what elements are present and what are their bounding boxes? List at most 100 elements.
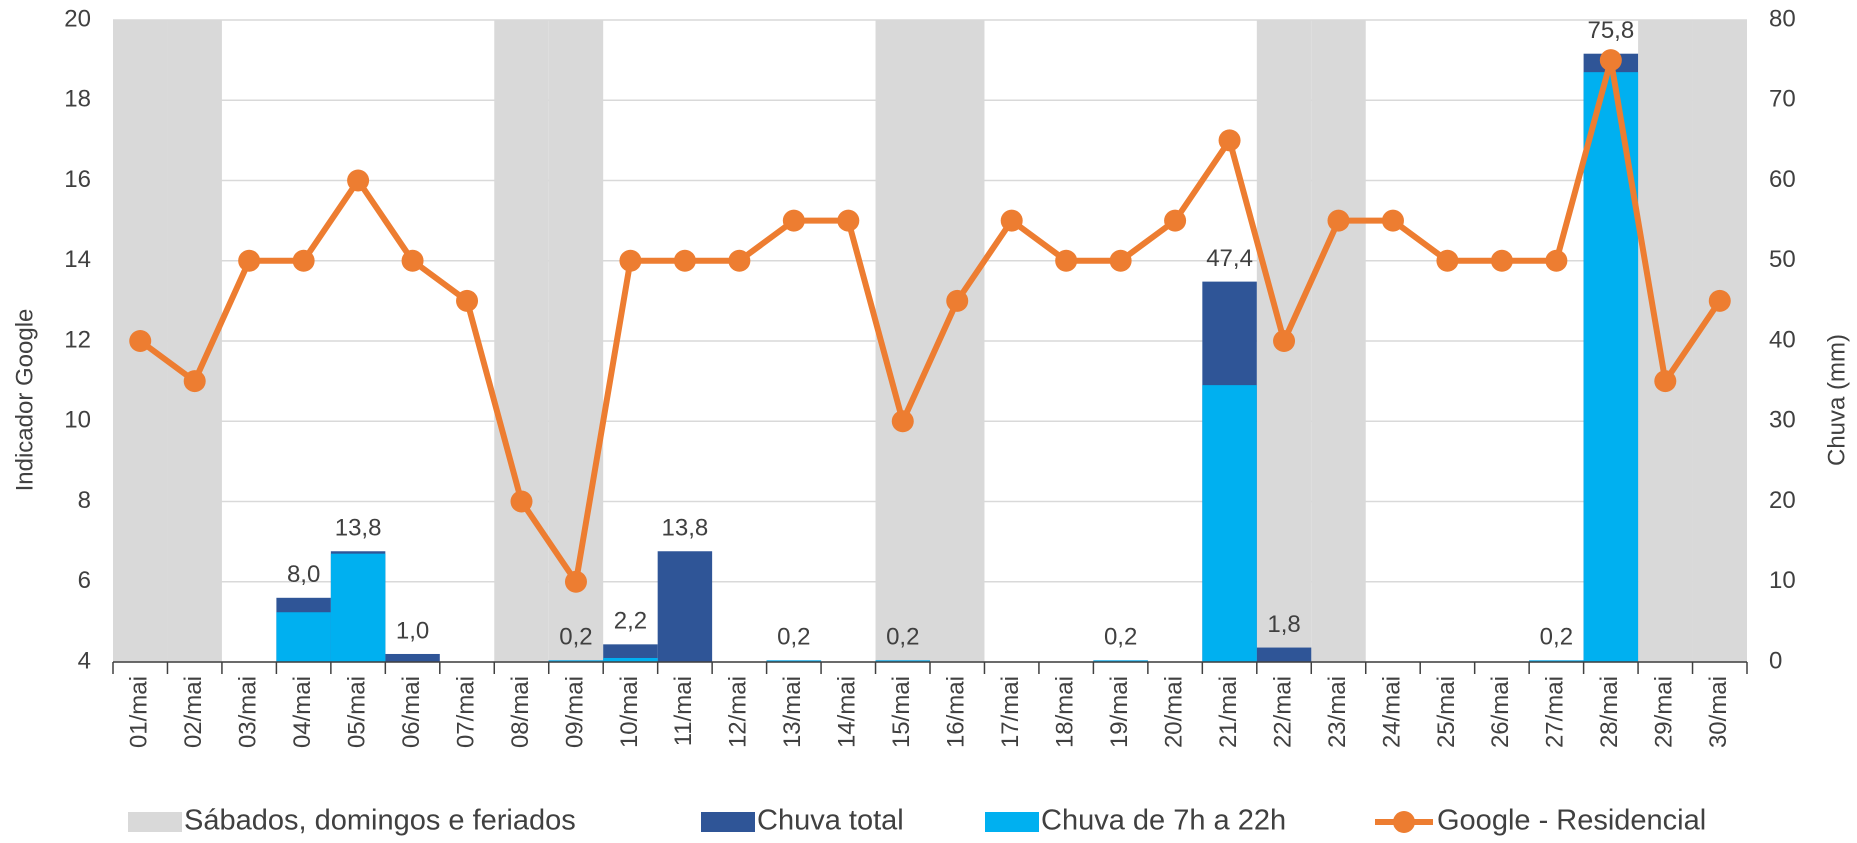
legend-label: Chuva total: [757, 805, 904, 837]
x-tick-label: 17/mai: [997, 676, 1024, 748]
x-tick-label: 24/mai: [1378, 676, 1405, 748]
y-tick-label: 12: [64, 326, 91, 353]
point: [1109, 249, 1132, 272]
bar: [875, 660, 930, 662]
legend-swatch: [128, 812, 182, 832]
legend-label: Sábados, domingos e feriados: [184, 805, 576, 837]
bar: [1093, 660, 1148, 662]
y-tick-label: 10: [64, 407, 91, 434]
bar: [657, 551, 713, 662]
x-tick-label: 19/mai: [1106, 676, 1133, 748]
point: [728, 249, 751, 272]
value-label: 0,2: [559, 624, 592, 651]
x-tick-label: 27/mai: [1542, 676, 1569, 748]
x-tick-label: 03/mai: [235, 676, 262, 748]
point: [782, 209, 805, 232]
bar: [1256, 647, 1312, 662]
y-axis-label: Indicador Google: [11, 309, 38, 492]
value-label: 1,0: [396, 617, 429, 644]
point: [1381, 209, 1404, 232]
legend-swatch: [1393, 811, 1415, 833]
point: [347, 169, 370, 192]
point: [1436, 249, 1459, 272]
y2-tick-label: 60: [1769, 166, 1796, 193]
value-label: 0,2: [777, 624, 810, 651]
legend-swatch: [701, 812, 755, 832]
y2-tick-label: 70: [1769, 86, 1796, 113]
value-label: 8,0: [287, 561, 320, 588]
bar: [875, 20, 930, 662]
y2-tick-label: 0: [1769, 647, 1782, 674]
point: [1545, 249, 1568, 272]
bar: [766, 660, 822, 662]
value-label: 75,8: [1587, 17, 1634, 44]
x-tick-label: 02/mai: [180, 676, 207, 748]
value-label: 47,4: [1206, 245, 1253, 272]
point: [1327, 209, 1350, 232]
y-tick-label: 14: [64, 246, 91, 273]
bar: [330, 553, 386, 662]
bar: [276, 612, 331, 662]
point: [564, 570, 587, 593]
point: [292, 249, 315, 272]
bar: [603, 657, 658, 662]
y-tick-label: 20: [64, 5, 91, 32]
point: [1490, 249, 1513, 272]
y2-tick-label: 80: [1769, 5, 1796, 32]
point: [891, 410, 914, 433]
x-tick-label: 01/mai: [126, 676, 153, 748]
y-tick-label: 8: [78, 487, 91, 514]
y-tick-label: 16: [64, 166, 91, 193]
x-tick-label: 15/mai: [888, 676, 915, 748]
axes: 4 6 8 10 12 14 16 18 20 0 10 20 30 40 50 60 70 80 01/mai 02…: [64, 5, 1795, 748]
lines: 8,0 13,8 1,0 0,2 2,2 13,8 0,2 0,2 0,2 47,4 1,8 0,2 7…: [129, 17, 1731, 651]
x-tick-label: 12/mai: [725, 676, 752, 748]
point: [401, 249, 424, 272]
value-label: 13,8: [662, 515, 709, 542]
point: [1164, 209, 1187, 232]
legend-swatch: [985, 812, 1039, 832]
x-tick-label: 10/mai: [616, 676, 643, 748]
value-label: 13,8: [335, 515, 382, 542]
point: [183, 370, 206, 393]
bar: [1202, 385, 1257, 662]
bar: [603, 644, 658, 662]
point: [238, 249, 261, 272]
bar: [548, 660, 604, 662]
y2-tick-label: 50: [1769, 246, 1796, 273]
point: [1055, 249, 1078, 272]
point: [946, 289, 969, 312]
x-tick-label: 13/mai: [779, 676, 806, 748]
x-tick-label: 06/mai: [398, 676, 425, 748]
x-tick-label: 16/mai: [943, 676, 970, 748]
point: [1654, 370, 1677, 393]
x-tick-label: 30/mai: [1705, 676, 1732, 748]
value-label: 1,8: [1267, 611, 1300, 638]
point: [673, 249, 696, 272]
point: [1000, 209, 1023, 232]
x-tick-label: 14/mai: [834, 676, 861, 748]
x-tick-label: 11/mai: [670, 676, 697, 746]
x-tick-label: 21/mai: [1215, 676, 1242, 748]
x-tick-label: 05/mai: [343, 676, 370, 748]
legend-label: Chuva de 7h a 22h: [1041, 805, 1286, 837]
x-tick-label: 07/mai: [452, 676, 479, 748]
bar: [1529, 660, 1584, 662]
bar: [1638, 20, 1693, 662]
x-tick-label: 09/mai: [561, 676, 588, 748]
bar: [385, 653, 440, 662]
point: [619, 249, 642, 272]
bar: [1311, 20, 1366, 662]
value-label: 2,2: [614, 608, 647, 635]
x-tick-label: 28/mai: [1596, 676, 1623, 748]
bar: [494, 20, 549, 662]
point: [1273, 330, 1296, 352]
y-tick-label: 18: [64, 86, 91, 113]
x-tick-label: 29/mai: [1651, 676, 1678, 748]
y2-tick-label: 30: [1769, 407, 1796, 434]
x-tick-label: 18/mai: [1052, 676, 1079, 748]
x-tick-label: 20/mai: [1160, 676, 1187, 748]
y2-tick-label: 20: [1769, 487, 1796, 514]
x-tick-label: 23/mai: [1324, 676, 1351, 748]
